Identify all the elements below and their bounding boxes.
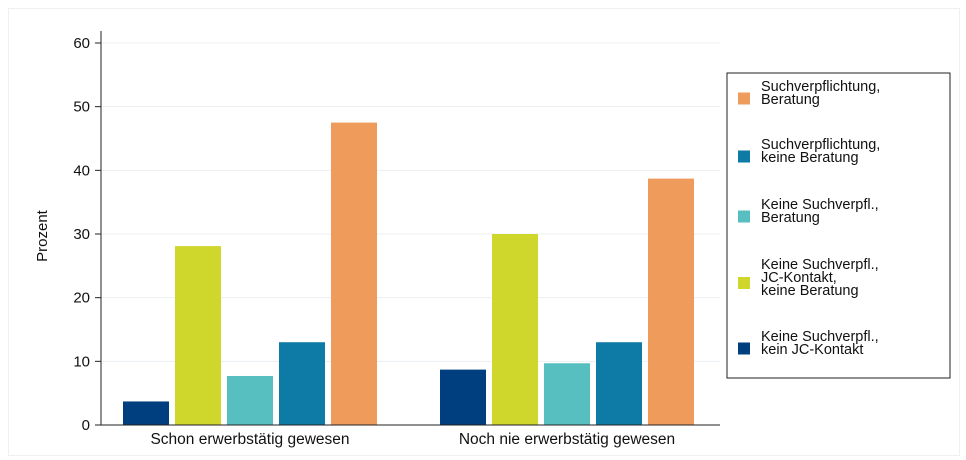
y-tick-label: 50 [73,99,90,116]
y-tick-label: 40 [73,162,90,179]
bar [123,401,169,425]
y-tick-label: 10 [73,353,90,370]
x-tick-label: Noch nie erwerbstätig gewesen [459,431,675,448]
bar [227,375,273,425]
legend-label: Suchverpflichtung, keine Beratung [761,137,880,166]
legend-label-line: Beratung [761,210,820,226]
bar [544,363,590,425]
bar [279,342,325,425]
legend-swatch [738,210,750,223]
bar [175,246,221,425]
legend-swatch [738,277,750,289]
bar [331,122,377,425]
bar [648,178,694,425]
bars [123,122,694,425]
bar [440,369,486,425]
legend-label-line: Suchverpflichtung, [761,137,880,153]
x-tick-label: Schon erwerbstätig gewesen [150,431,349,448]
legend-label: Suchverpflichtung, Beratung [761,79,880,108]
legend-label-line: Beratung [761,92,820,108]
legend-swatch [738,342,750,355]
legend-swatch [738,150,750,163]
legend-label: Keine Suchverpfl., Beratung [761,197,879,226]
y-axis-label: Prozent [34,209,51,262]
axes: 0 10 20 30 40 50 60 Schon erwerbstätig gewesen N… [73,31,720,448]
legend-label-line: Keine Suchverpfl., [761,197,879,213]
y-tick-label: 60 [73,35,90,52]
legend: Suchverpflichtung, BeratungSuchverpflicht… [726,72,951,379]
legend-box [726,72,951,379]
legend-label-line: keine Beratung [761,150,859,166]
legend-label: Keine Suchverpfl., kein JC-Kontakt [761,329,879,358]
legend-label-line: Suchverpflichtung, [761,79,880,95]
legend-label-line: kein JC-Kontakt [761,342,863,358]
bar [492,234,538,425]
legend-label-line: Keine Suchverpfl., [761,257,879,273]
legend-label: Keine Suchverpfl., JC-Kontakt, keine Berat… [761,257,879,299]
legend-label-line: keine Beratung [761,283,859,299]
legend-label-line: Keine Suchverpfl., [761,329,879,345]
chart-border [8,8,960,456]
y-tick-label: 20 [73,290,90,307]
y-tick-label: 0 [82,417,90,434]
legend-label-line: JC-Kontakt, [761,270,837,286]
bar [596,342,642,425]
legend-swatch [738,92,750,105]
y-tick-label: 30 [73,226,90,243]
